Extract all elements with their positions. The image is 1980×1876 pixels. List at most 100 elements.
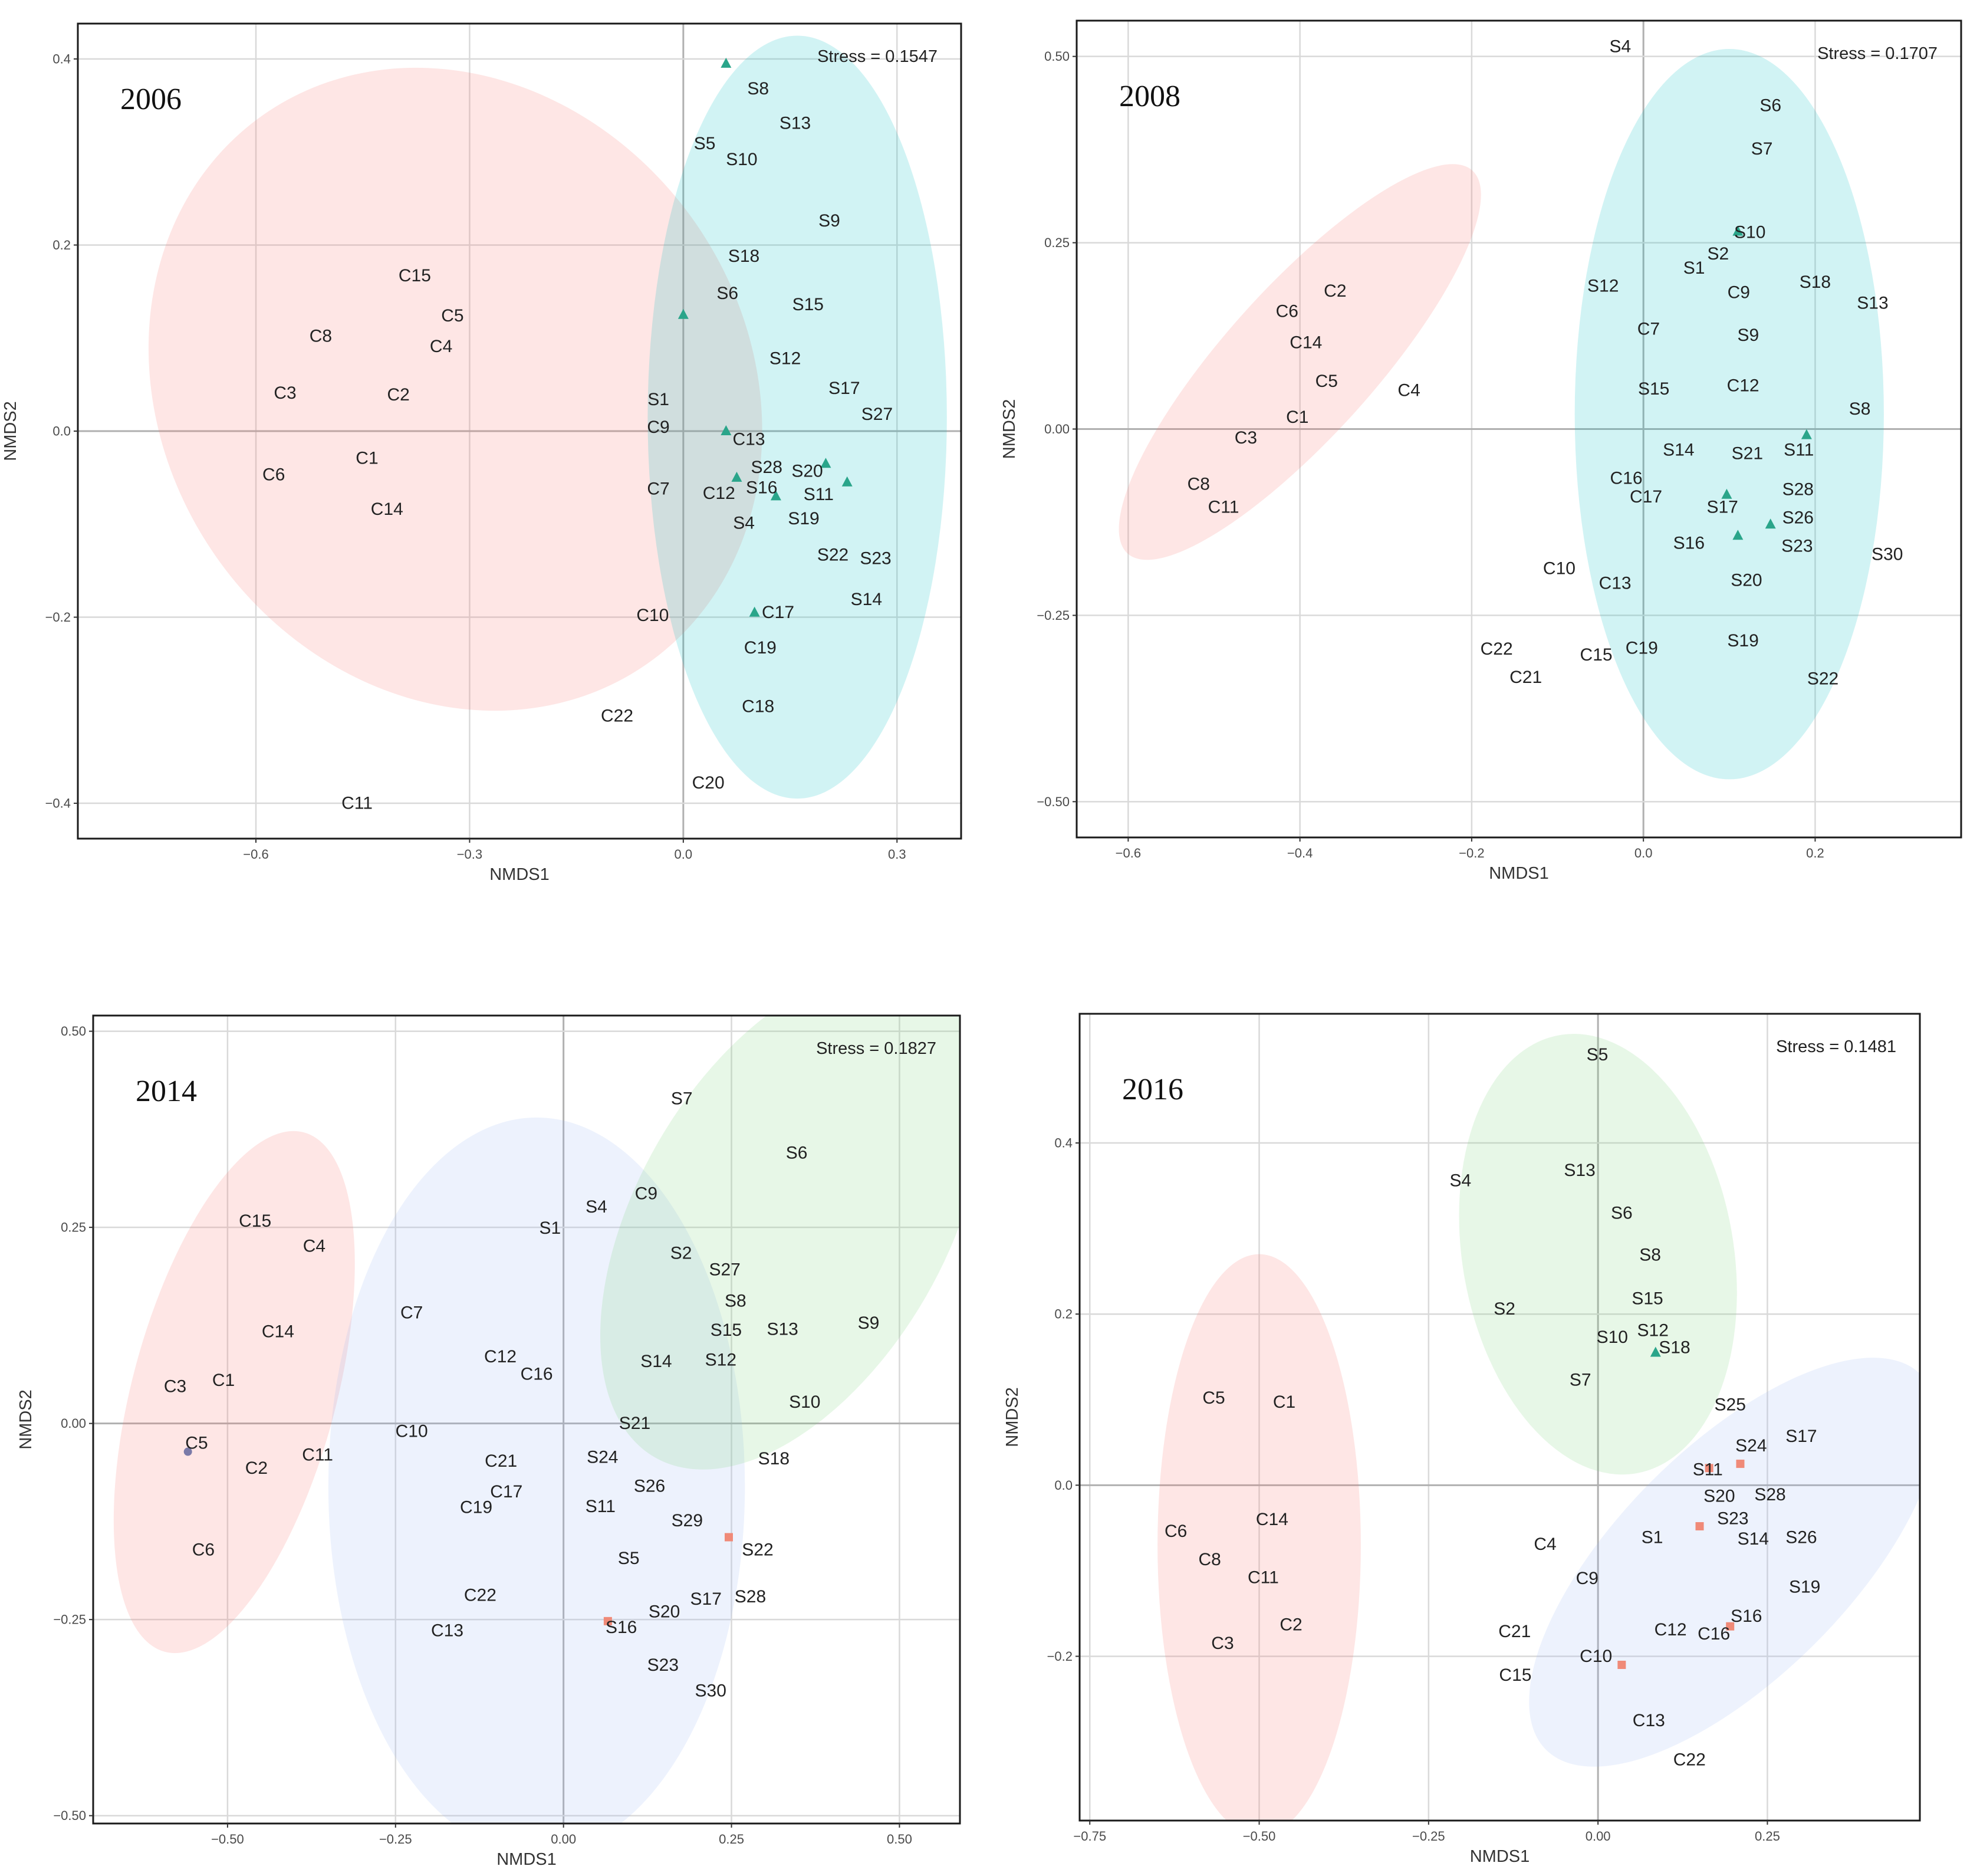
panel-2014-point-labels: S7 S6 C9 S4 S1 S2 S27 S8 S15 S13 S9 S14 S12 S10 S21 S18… bbox=[164, 1089, 880, 1700]
point-s10: S10 bbox=[789, 1392, 820, 1412]
point-s9: S9 bbox=[818, 211, 840, 231]
point-c18: C18 bbox=[742, 696, 774, 716]
point-c17: C17 bbox=[490, 1482, 522, 1502]
point-c12: C12 bbox=[1655, 1620, 1687, 1640]
point-s10: S10 bbox=[1734, 222, 1765, 242]
confidence-ellipse-s-green bbox=[1459, 1034, 1737, 1475]
point-s18: S18 bbox=[758, 1449, 790, 1468]
panel-2016-markers bbox=[1617, 1346, 1745, 1669]
square-marker bbox=[603, 1617, 612, 1625]
point-c7: C7 bbox=[400, 1303, 423, 1323]
y-tick-label: 0.2 bbox=[52, 238, 71, 252]
nmds-panel-2014: S7 S6 C9 S4 S1 S2 S27 S8 S15 S13 S9 S14 S12 S10 S21 S18… bbox=[17, 1014, 961, 1869]
point-s17: S17 bbox=[828, 379, 860, 398]
point-s23: S23 bbox=[647, 1655, 679, 1675]
x-tick-label: 0.00 bbox=[551, 1832, 576, 1847]
y-tick-label: 0.4 bbox=[52, 51, 71, 66]
point-c13: C13 bbox=[732, 430, 765, 449]
point-s17: S17 bbox=[690, 1589, 722, 1609]
y-tick-label: −0.50 bbox=[1037, 794, 1070, 809]
point-c12: C12 bbox=[703, 484, 735, 503]
square-marker bbox=[1736, 1460, 1745, 1468]
point-s13: S13 bbox=[779, 113, 811, 133]
point-s12: S12 bbox=[1587, 276, 1619, 295]
point-c21: C21 bbox=[485, 1451, 517, 1471]
panel-2006-x-axis-title: NMDS1 bbox=[489, 865, 550, 884]
point-s30: S30 bbox=[1872, 544, 1903, 564]
panel-2006-gridlines bbox=[78, 24, 961, 839]
point-c11: C11 bbox=[302, 1445, 333, 1464]
panel-2008-gridlines bbox=[1077, 21, 1961, 837]
point-c9: C9 bbox=[647, 418, 669, 437]
point-s19: S19 bbox=[788, 509, 819, 528]
point-s1: S1 bbox=[1642, 1527, 1663, 1547]
x-tick-label: 0.25 bbox=[1755, 1829, 1780, 1844]
point-c1: C1 bbox=[1273, 1392, 1295, 1412]
point-s15: S15 bbox=[1638, 379, 1669, 399]
point-c2: C2 bbox=[245, 1458, 268, 1478]
point-s1: S1 bbox=[540, 1218, 561, 1238]
panel-2014-plot-area bbox=[93, 1016, 960, 1824]
point-s20: S20 bbox=[1703, 1487, 1735, 1506]
point-c9: C9 bbox=[1576, 1569, 1599, 1588]
point-c15: C15 bbox=[1580, 645, 1613, 665]
point-c5: C5 bbox=[185, 1433, 208, 1453]
x-tick-label: −0.3 bbox=[457, 847, 482, 862]
point-c6: C6 bbox=[1276, 301, 1298, 321]
x-tick-label: 0.0 bbox=[675, 847, 693, 862]
panel-2014-x-axis-title: NMDS1 bbox=[496, 1850, 557, 1869]
point-c9: C9 bbox=[635, 1184, 657, 1203]
y-tick-label: −0.4 bbox=[45, 796, 71, 811]
point-s5: S5 bbox=[1587, 1045, 1609, 1065]
confidence-ellipse-c bbox=[1157, 1254, 1361, 1821]
panel-2008-ellipses bbox=[1119, 49, 1884, 780]
y-tick-label: 0.0 bbox=[52, 424, 71, 439]
panel-2014-y-axis-title: NMDS2 bbox=[17, 1389, 35, 1450]
point-s27: S27 bbox=[861, 405, 893, 424]
point-s8: S8 bbox=[725, 1292, 746, 1311]
point-s9: S9 bbox=[858, 1313, 880, 1333]
point-c15: C15 bbox=[399, 266, 431, 285]
point-c12: C12 bbox=[484, 1347, 517, 1366]
point-s20: S20 bbox=[791, 461, 823, 481]
confidence-ellipse-s bbox=[647, 35, 947, 799]
triangle-marker bbox=[731, 471, 742, 482]
point-s30: S30 bbox=[695, 1681, 726, 1701]
panel-2016-x-axis: −0.75 −0.50 −0.25 0.00 0.25 bbox=[1073, 1821, 1780, 1844]
confidence-ellipse-c bbox=[113, 1131, 355, 1653]
point-s28: S28 bbox=[1782, 479, 1814, 499]
y-tick-label: 0.00 bbox=[61, 1416, 86, 1431]
confidence-ellipse-s-green bbox=[600, 1016, 960, 1470]
panel-2016-plot-area bbox=[1080, 1014, 1920, 1821]
point-s19: S19 bbox=[1789, 1577, 1820, 1596]
confidence-ellipse-c bbox=[148, 67, 762, 711]
point-c9: C9 bbox=[1728, 283, 1750, 303]
point-s4: S4 bbox=[586, 1197, 607, 1217]
y-tick-label: 0.2 bbox=[1054, 1307, 1073, 1322]
point-s14: S14 bbox=[640, 1352, 672, 1371]
point-s15: S15 bbox=[1632, 1289, 1663, 1309]
panel-2008-markers bbox=[1721, 225, 1812, 540]
panel-2016-point-labels: S5 S4 S13 S6 S8 S15 S2 S12 S10 S18 S7 S25 S17 S24 S11 S… bbox=[1165, 1045, 1820, 1769]
square-marker bbox=[1705, 1464, 1713, 1473]
point-s7: S7 bbox=[1751, 139, 1773, 159]
point-c13: C13 bbox=[431, 1621, 463, 1640]
triangle-marker bbox=[1765, 518, 1776, 529]
panel-2008-y-axis: −0.50 −0.25 0.00 0.25 0.50 bbox=[1037, 49, 1077, 809]
point-c21: C21 bbox=[1498, 1622, 1531, 1641]
point-s8: S8 bbox=[1639, 1246, 1661, 1265]
panel-2016-frame bbox=[1078, 1013, 1921, 1822]
point-s17: S17 bbox=[1706, 498, 1738, 517]
x-tick-label: −0.2 bbox=[1459, 846, 1484, 860]
point-c1: C1 bbox=[356, 448, 378, 468]
point-c2: C2 bbox=[1324, 281, 1346, 301]
panel-2014-frame bbox=[92, 1014, 961, 1825]
point-s18: S18 bbox=[1800, 272, 1831, 292]
panel-2006-ellipses bbox=[148, 35, 947, 799]
x-tick-label: −0.75 bbox=[1073, 1829, 1106, 1844]
point-c5: C5 bbox=[1315, 372, 1338, 391]
point-c7: C7 bbox=[647, 479, 669, 498]
point-c19: C19 bbox=[460, 1497, 492, 1517]
